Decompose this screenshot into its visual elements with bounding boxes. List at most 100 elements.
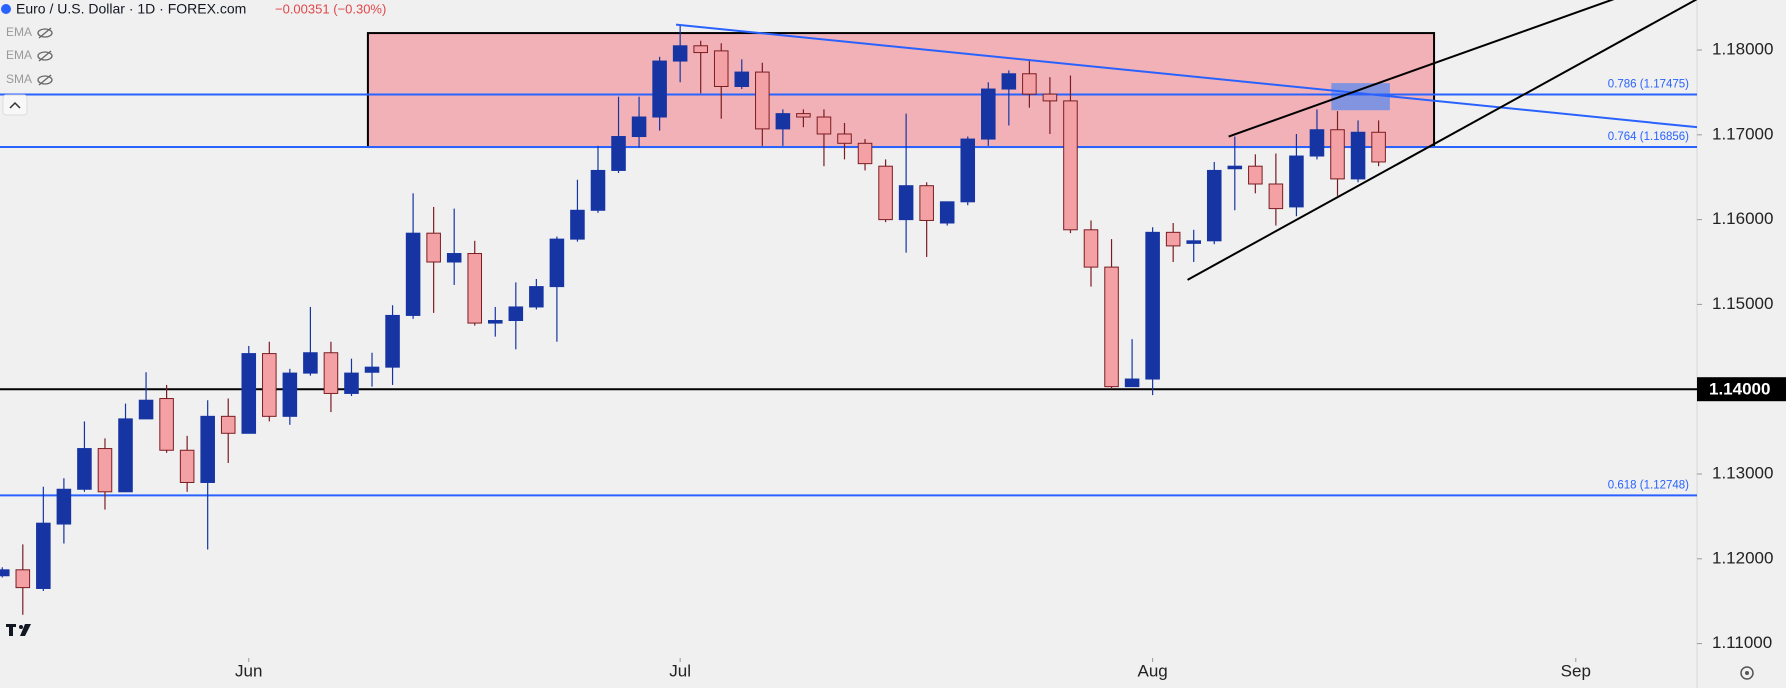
candle-body — [97, 448, 113, 493]
candle-body — [1022, 73, 1037, 95]
candle-body — [36, 522, 51, 589]
indicator-label[interactable]: EMA — [6, 48, 32, 62]
candle-body — [282, 372, 298, 417]
candle-body — [200, 415, 215, 483]
level-label: 0.618 (1.12748) — [1608, 479, 1689, 491]
candle-body — [549, 238, 565, 288]
symbol-icon — [1, 4, 11, 14]
trendline — [1228, 0, 1615, 138]
x-tick-label: Jun — [235, 661, 262, 680]
candle-body — [1371, 131, 1386, 163]
indicator-label[interactable]: SMA — [6, 72, 32, 86]
candle-body — [878, 165, 893, 221]
candle-body — [508, 306, 524, 322]
eye-icon[interactable] — [37, 28, 53, 38]
candle-body — [241, 353, 257, 434]
candle-body — [611, 136, 626, 171]
candle-body — [1124, 378, 1140, 388]
price-badge — [1697, 377, 1786, 402]
candle-body — [344, 372, 359, 394]
x-tick-label: Sep — [1561, 661, 1591, 680]
plot-area — [0, 0, 1697, 615]
candle-body — [323, 352, 339, 394]
candle-body — [590, 169, 606, 211]
candle-body — [1289, 155, 1304, 208]
candle-body — [1083, 229, 1099, 268]
eye-icon[interactable] — [37, 75, 53, 85]
candle-body — [1309, 129, 1325, 157]
candle-body — [898, 185, 914, 221]
candle-body — [1104, 266, 1119, 388]
candle-body — [693, 45, 708, 54]
indicator-label[interactable]: EMA — [6, 25, 32, 39]
eye-slash — [38, 74, 52, 86]
y-tick-label: 1.16000 — [1712, 209, 1773, 228]
candle-body — [652, 60, 667, 118]
hide-icons — [37, 27, 53, 86]
y-tick-label: 1.13000 — [1712, 463, 1773, 482]
candle-body — [755, 71, 770, 130]
candle-body — [837, 133, 852, 144]
candle-body — [1063, 100, 1078, 231]
candle-body — [220, 415, 236, 434]
candle-body — [364, 366, 380, 373]
candle-body — [734, 71, 750, 87]
candle-body — [1248, 165, 1263, 185]
x-tick-label: Aug — [1138, 661, 1168, 680]
candle-body — [919, 185, 934, 221]
settings-icon[interactable] — [1740, 666, 1754, 680]
eye-slash — [38, 27, 52, 39]
y-tick-label: 1.18000 — [1712, 40, 1773, 59]
candle-body — [138, 399, 154, 420]
trendline — [1187, 0, 1697, 281]
candle-body — [1145, 231, 1160, 380]
x-tick-label: Jul — [669, 661, 691, 680]
logo-part — [9, 624, 13, 636]
candle-body — [15, 569, 31, 589]
candle-body — [77, 448, 92, 490]
candle-body — [939, 201, 955, 224]
candle-body — [1227, 165, 1243, 170]
candle-body — [1001, 73, 1017, 90]
collapse-button[interactable] — [2, 94, 28, 116]
settings-icon-center — [1745, 671, 1749, 675]
candle-body — [1350, 131, 1366, 180]
y-tick-label: 1.12000 — [1712, 548, 1773, 567]
candle-body — [56, 488, 72, 525]
candle-body — [713, 50, 729, 87]
candle-body — [672, 45, 688, 62]
candle-body — [816, 116, 832, 135]
candle-body — [303, 352, 318, 374]
overlay: Euro / U.S. Dollar · 1D · FOREX.com −0.0… — [1, 1, 1754, 680]
candle-body — [631, 116, 647, 138]
candle-body — [0, 569, 10, 577]
trendline — [675, 23, 1697, 129]
y-tick-label: 1.11000 — [1712, 633, 1772, 652]
candle-body — [179, 449, 195, 483]
level-label: 0.764 (1.16856) — [1608, 131, 1689, 143]
candle-body — [981, 88, 996, 140]
eye-icon[interactable] — [37, 51, 53, 61]
candle-body — [1268, 183, 1284, 210]
logo-part — [19, 625, 23, 629]
level-label: 0.786 (1.17475) — [1608, 79, 1689, 91]
candle-body — [385, 314, 400, 368]
y-tick-label: 1.15000 — [1712, 294, 1773, 313]
eye-slash — [38, 50, 52, 62]
candle-body — [262, 353, 277, 417]
candle-body — [796, 113, 811, 118]
chart-title: Euro / U.S. Dollar · 1D · FOREX.com — [16, 1, 246, 17]
candle-body — [446, 253, 462, 263]
price-badge-label: 1.14000 — [1709, 380, 1770, 399]
candle-body — [405, 232, 421, 316]
collapse-icon — [9, 101, 21, 109]
candle-body — [1165, 231, 1181, 247]
candle-body — [426, 232, 441, 263]
candle-body — [960, 138, 976, 203]
price-change: −0.00351 (−0.30%) — [275, 1, 386, 16]
candle-body — [1186, 240, 1201, 244]
candle-body — [159, 398, 174, 451]
candle-body — [570, 209, 585, 240]
